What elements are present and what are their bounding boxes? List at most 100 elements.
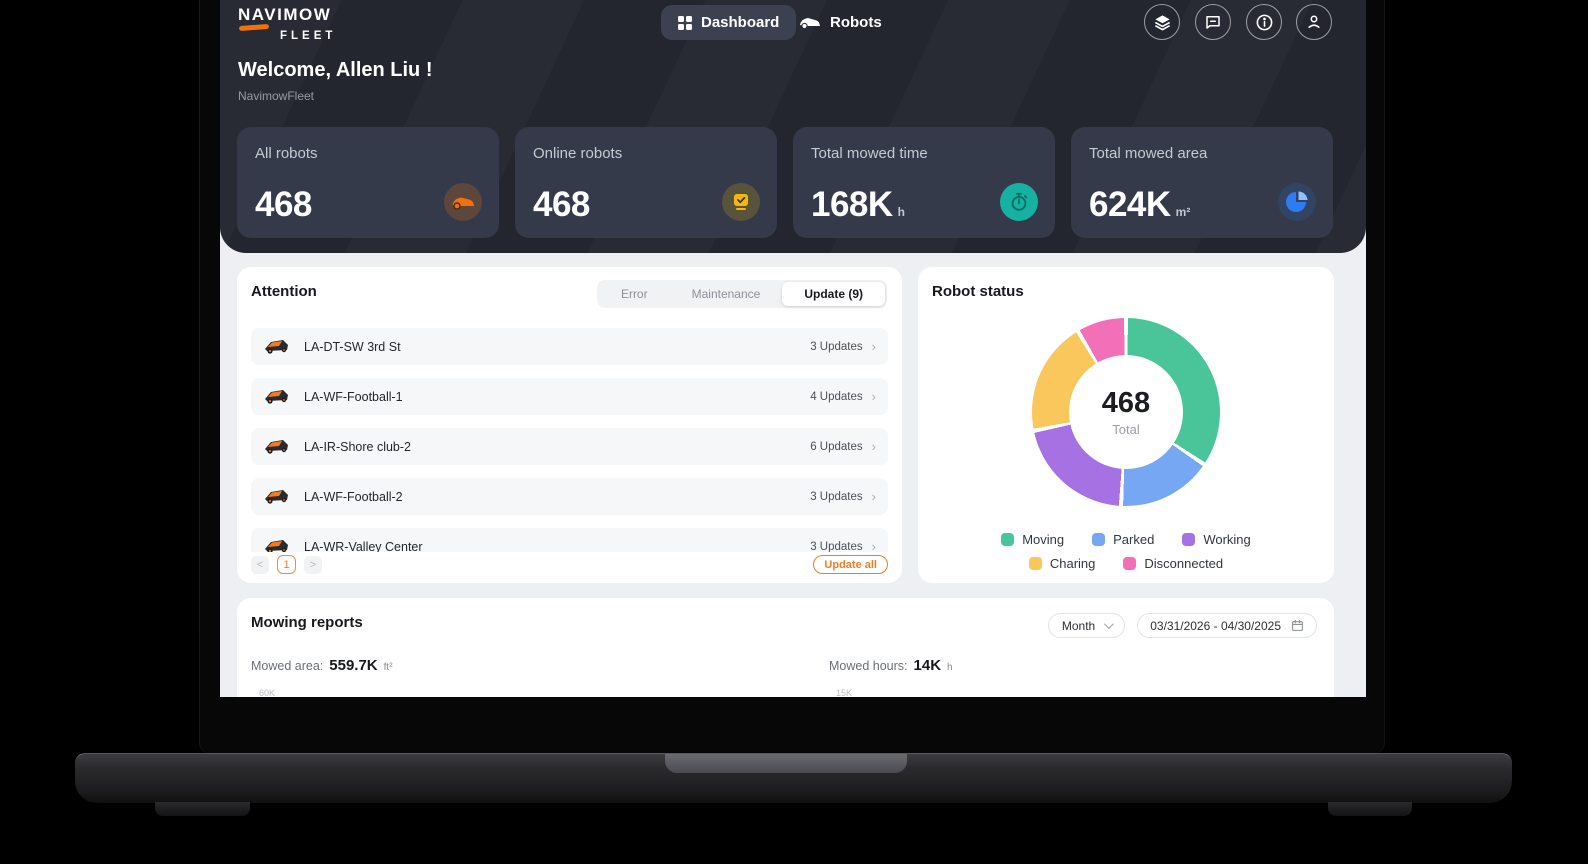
- tab-dashboard-label: Dashboard: [701, 14, 780, 31]
- attention-pagination: < 1 > Update all: [251, 555, 888, 574]
- layers-icon: [1154, 14, 1170, 30]
- legend-item-charing: Charing: [1028, 556, 1096, 571]
- tab-robots[interactable]: Robots: [799, 5, 882, 40]
- laptop-bezel: NAVIMOW FLEET Dashboard Robots: [199, 0, 1385, 753]
- message-icon: [1206, 16, 1220, 29]
- robot-mower-thumbnail: [265, 340, 288, 354]
- stat-badge: [722, 183, 760, 221]
- tab-robots-label: Robots: [830, 14, 882, 31]
- dashboard-grid-icon: [678, 15, 692, 30]
- stat-unit: m²: [1175, 205, 1191, 219]
- mower-icon: [800, 18, 820, 29]
- layers-button[interactable]: [1144, 4, 1180, 40]
- logo-orange-swoosh: [238, 23, 270, 32]
- stat-badge: [1278, 183, 1316, 221]
- chevron-down-icon: [1104, 619, 1115, 630]
- app-screen: NAVIMOW FLEET Dashboard Robots: [220, 0, 1366, 697]
- laptop-foot-right: [1328, 802, 1412, 816]
- page-number[interactable]: 1: [277, 555, 296, 574]
- mowing-reports-panel: Mowing reports Month 03/31/2026 - 04/30/…: [237, 598, 1334, 697]
- legend-item-disconnected: Disconnected: [1123, 556, 1223, 571]
- attention-list-item[interactable]: LA-WF-Football-2 3 Updates ›: [251, 478, 888, 515]
- page-prev-button[interactable]: <: [251, 555, 269, 574]
- stat-card-all-robots: All robots 468: [237, 127, 499, 238]
- chevron-right-icon: ›: [871, 539, 876, 552]
- attention-row-list: LA-DT-SW 3rd St 3 Updates › LA-WF-Footba…: [251, 328, 888, 552]
- tab-update[interactable]: Update (9): [782, 282, 885, 306]
- stat-label: Online robots: [533, 145, 623, 162]
- robot-name: LA-DT-SW 3rd St: [304, 339, 401, 354]
- robot-name: LA-WF-Football-1: [304, 389, 403, 404]
- legend-label: Disconnected: [1144, 556, 1224, 571]
- mowed-area-stat: Mowed area: 559.7K ft²: [251, 657, 393, 674]
- legend-color-chip: [1092, 533, 1106, 546]
- page-next-button[interactable]: >: [304, 555, 322, 574]
- left-chart-axis-tick: 60K: [259, 688, 276, 697]
- robot-name: LA-WR-Valley Center: [304, 539, 423, 553]
- attention-list-item[interactable]: LA-IR-Shore club-2 6 Updates ›: [251, 428, 888, 465]
- legend-label: Charing: [1049, 556, 1096, 571]
- date-range-picker[interactable]: 03/31/2026 - 04/30/2025: [1137, 613, 1317, 638]
- period-select[interactable]: Month: [1047, 613, 1126, 638]
- stat-badge: [1000, 183, 1038, 221]
- robot-status-panel: Robot status 468 Total Moving Parked Worki…: [918, 267, 1334, 583]
- donut-center: 468 Total: [1069, 355, 1183, 469]
- stopwatch-icon: [1011, 192, 1028, 211]
- robot-status-title: Robot status: [932, 283, 1024, 300]
- legend-row: Charing Disconnected: [918, 556, 1334, 571]
- chevron-right-icon: ›: [871, 389, 876, 404]
- calendar-icon: [1292, 619, 1303, 631]
- robot-mower-thumbnail: [265, 540, 288, 552]
- legend-item-parked: Parked: [1092, 532, 1154, 547]
- chevron-right-icon: ›: [871, 339, 876, 354]
- legend-label: Parked: [1113, 532, 1155, 547]
- tab-dashboard[interactable]: Dashboard: [661, 5, 797, 40]
- updates-count: 4 Updates: [810, 390, 863, 403]
- legend-color-chip: [1028, 557, 1042, 570]
- mowed-hours-value: 14K: [913, 657, 942, 674]
- stat-label: Total mowed area: [1089, 145, 1208, 162]
- date-range-value: 03/31/2026 - 04/30/2025: [1150, 618, 1281, 633]
- logo-text-navimow: NAVIMOW: [238, 5, 332, 24]
- stat-cards: All robots 468 Online robots 468: [237, 127, 1333, 238]
- period-select-value: Month: [1061, 618, 1096, 633]
- attention-panel: Attention Error Maintenance Update (9) L…: [237, 267, 902, 583]
- stat-value: 624K: [1089, 185, 1171, 224]
- updates-count: 3 Updates: [810, 540, 863, 553]
- stat-value: 468: [533, 185, 590, 224]
- stat-label: Total mowed time: [811, 145, 928, 162]
- updates-count: 3 Updates: [810, 490, 863, 503]
- mowing-report-controls: Month 03/31/2026 - 04/30/2025: [1047, 613, 1317, 638]
- info-button[interactable]: [1246, 4, 1282, 40]
- mowed-hours-stat: Mowed hours: 14K h: [829, 657, 953, 674]
- updates-count: 3 Updates: [810, 340, 863, 353]
- donut-total-label: Total: [1112, 422, 1140, 437]
- legend-color-chip: [1182, 533, 1196, 546]
- mowed-area-unit: ft²: [383, 662, 393, 673]
- legend-row: Moving Parked Working: [918, 532, 1334, 547]
- stat-card-mowed-area: Total mowed area 624K m²: [1071, 127, 1333, 238]
- attention-title: Attention: [251, 283, 317, 300]
- message-button[interactable]: [1195, 4, 1231, 40]
- mowed-area-label: Mowed area:: [251, 659, 324, 673]
- mowed-hours-unit: h: [947, 662, 953, 673]
- logo-text-fleet: FLEET: [280, 30, 337, 42]
- attention-list-item[interactable]: LA-WF-Football-1 4 Updates ›: [251, 378, 888, 415]
- robot-mower-thumbnail: [265, 490, 288, 504]
- chevron-right-icon: ›: [871, 439, 876, 454]
- robot-status-legend: Moving Parked Working Charing Disconnected: [918, 532, 1334, 571]
- mowed-area-value: 559.7K: [329, 657, 378, 674]
- update-all-button[interactable]: Update all: [813, 555, 888, 574]
- welcome-title: Welcome, Allen Liu !: [238, 59, 433, 81]
- attention-list-item[interactable]: LA-WR-Valley Center 3 Updates ›: [251, 528, 888, 552]
- tab-maintenance[interactable]: Maintenance: [691, 287, 761, 301]
- legend-color-chip: [1123, 557, 1137, 570]
- stat-label: All robots: [255, 145, 318, 162]
- attention-list-item[interactable]: LA-DT-SW 3rd St 3 Updates ›: [251, 328, 888, 365]
- donut-total-value: 468: [1101, 387, 1151, 419]
- user-button[interactable]: [1296, 4, 1332, 40]
- legend-label: Moving: [1022, 532, 1065, 547]
- robot-name: LA-IR-Shore club-2: [304, 439, 411, 454]
- tab-error[interactable]: Error: [620, 287, 648, 301]
